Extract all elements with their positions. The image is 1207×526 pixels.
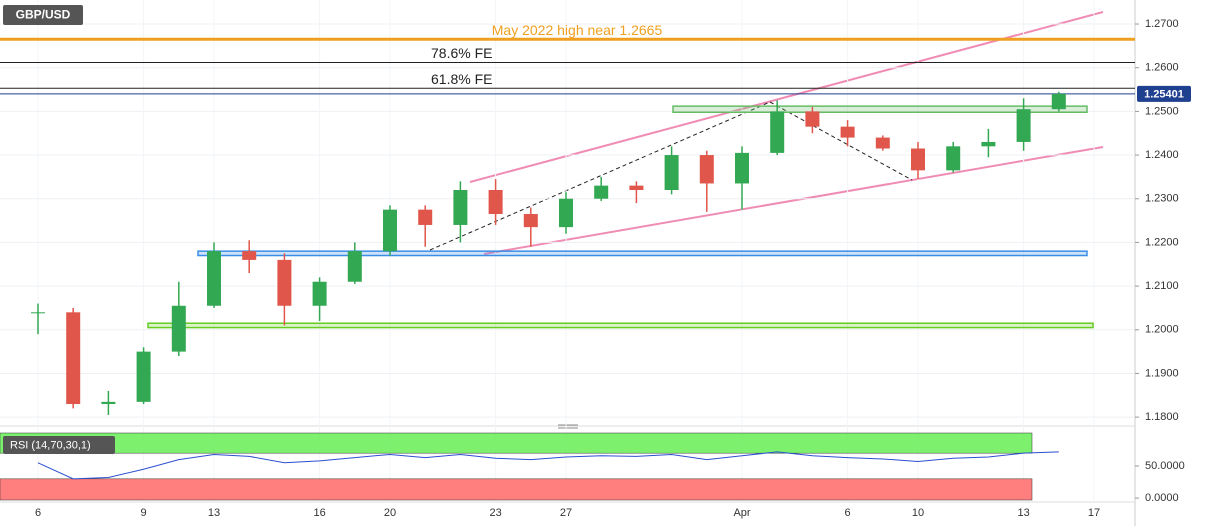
candle-body — [101, 401, 116, 405]
candle-body — [171, 305, 186, 352]
rsi-title: RSI (14,70,30,1) — [10, 439, 91, 451]
x-tick-label: 13 — [1017, 507, 1029, 519]
y-tick-label: 1.2300 — [1145, 193, 1179, 205]
symbol: GBP/USD — [16, 8, 71, 22]
candle-body — [1051, 93, 1066, 110]
candle-body — [418, 209, 433, 225]
candle-body — [840, 126, 855, 138]
candle-body — [277, 259, 292, 306]
overbought-band — [0, 432, 1033, 454]
last-price-label: 1.25401 — [1144, 88, 1184, 100]
level-label: 78.6% FE — [431, 45, 492, 61]
x-tick-label: 9 — [141, 507, 147, 519]
x-tick-label: 6 — [845, 507, 851, 519]
dashed-swing-lines — [429, 101, 913, 251]
level-label: May 2022 high near 1.2665 — [492, 22, 663, 38]
candle-body — [805, 111, 820, 127]
x-tick-label: 20 — [384, 507, 396, 519]
candle-body — [242, 251, 257, 260]
candle-body — [523, 214, 538, 228]
separator-handle[interactable] — [558, 424, 578, 429]
rsi-y-tick-label: 0.0000 — [1145, 492, 1179, 504]
candle-body — [981, 141, 996, 147]
zone — [147, 322, 1094, 329]
rsi-title-bg — [3, 436, 115, 454]
last-price-badge — [1137, 85, 1191, 102]
y-tick-label: 1.2100 — [1145, 280, 1179, 292]
candle-body — [347, 251, 362, 282]
x-tick-label: 17 — [1088, 507, 1100, 519]
zone — [672, 105, 1088, 114]
candle-body — [594, 185, 609, 199]
x-tick-label: 6 — [35, 507, 41, 519]
symbol-badge — [3, 5, 83, 25]
y-tick-label: 1.2400 — [1145, 149, 1179, 161]
candle-body — [770, 111, 785, 153]
candle-body — [664, 155, 679, 191]
candle-body — [383, 209, 397, 252]
y-tick-label: 1.1800 — [1145, 411, 1179, 423]
candle-body — [735, 152, 749, 184]
oversold-band — [0, 478, 1033, 501]
x-tick-label: 23 — [489, 507, 501, 519]
y-tick-label: 1.2500 — [1145, 105, 1179, 117]
rsi-line — [37, 451, 1059, 480]
candle-body — [31, 312, 45, 314]
y-tick-label: 1.1900 — [1145, 367, 1179, 379]
candle-body — [911, 148, 925, 171]
x-tick-label: Apr — [733, 507, 750, 519]
candle-body — [66, 312, 81, 405]
candle-body — [559, 198, 573, 228]
y-tick-label: 1.2200 — [1145, 236, 1179, 248]
y-tick-label: 1.2700 — [1145, 18, 1179, 30]
candle-body — [136, 351, 151, 402]
y-tick-label: 1.2000 — [1145, 324, 1179, 336]
x-tick-label: 16 — [313, 507, 325, 519]
candle-body — [699, 155, 714, 184]
candle-body — [488, 190, 503, 215]
candle-body — [453, 190, 468, 225]
x-tick-label: 27 — [560, 507, 572, 519]
x-tick-label: 10 — [912, 507, 924, 519]
candle-body — [875, 137, 890, 149]
y-tick-label: 1.2600 — [1145, 62, 1179, 74]
candle-body — [629, 185, 644, 191]
x-tick-label: 13 — [208, 507, 220, 519]
level-label: 61.8% FE — [431, 71, 492, 87]
candle-body — [207, 251, 221, 306]
zone — [197, 250, 1088, 257]
candle-body — [1016, 109, 1031, 142]
candle-body — [946, 146, 961, 171]
rsi-y-tick-label: 50.0000 — [1145, 460, 1185, 472]
candle-body — [312, 281, 327, 306]
